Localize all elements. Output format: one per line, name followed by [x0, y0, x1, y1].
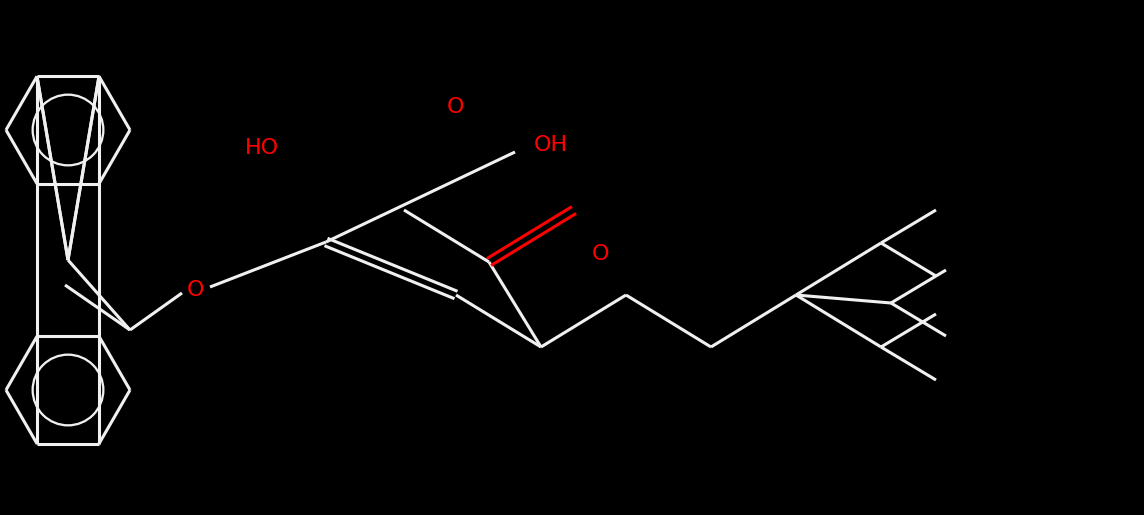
Text: O: O — [188, 280, 205, 300]
Text: HO: HO — [245, 138, 279, 158]
Text: O: O — [593, 244, 610, 264]
Text: O: O — [447, 97, 464, 117]
Text: OH: OH — [534, 135, 569, 155]
